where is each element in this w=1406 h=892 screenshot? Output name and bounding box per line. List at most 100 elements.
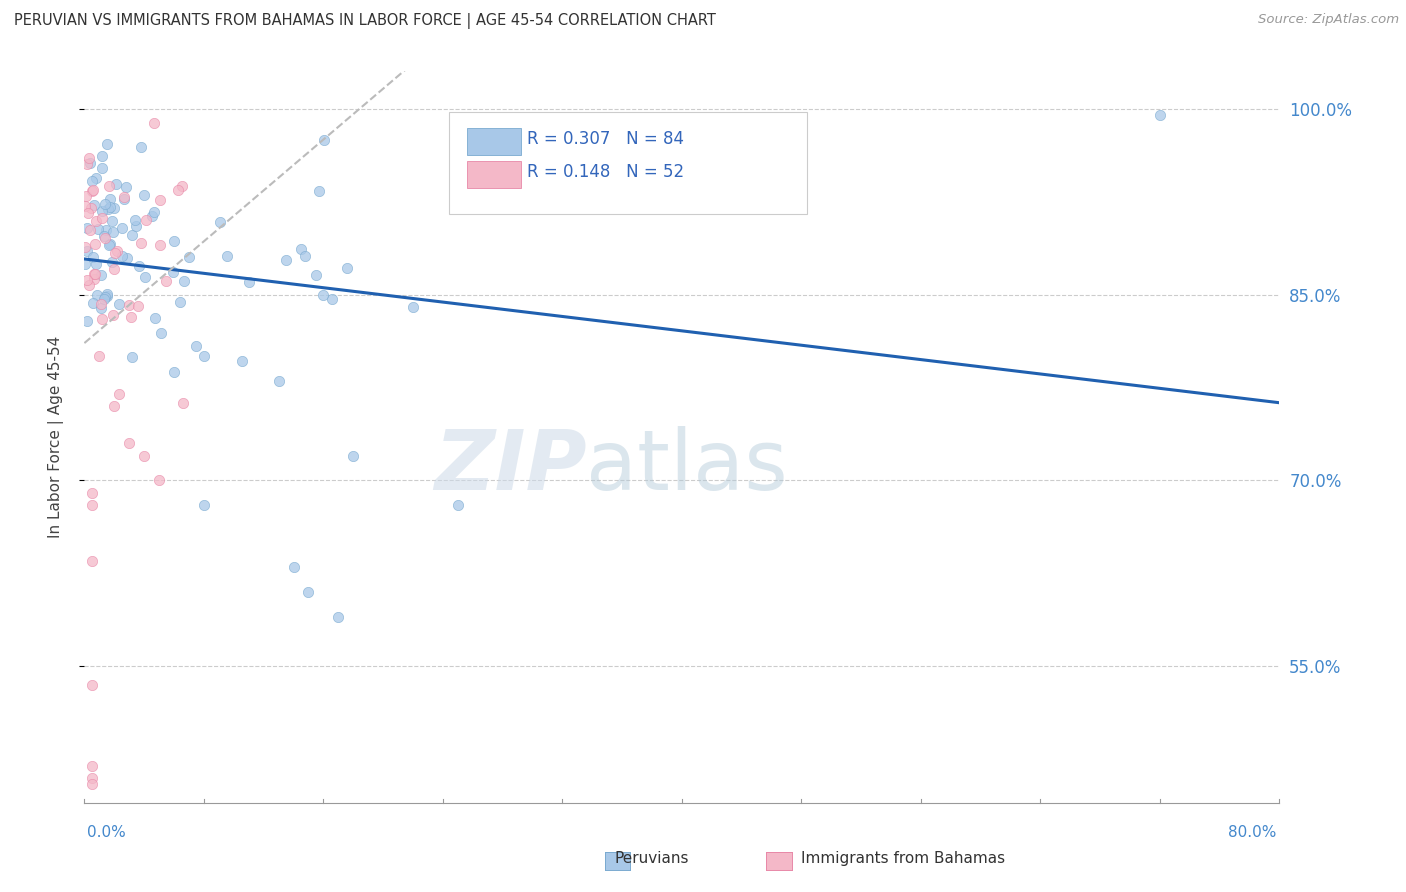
Point bbox=[97, 237, 120, 252]
Point bbox=[173, 274, 195, 288]
Point bbox=[82, 184, 104, 198]
Point bbox=[129, 140, 152, 154]
Point bbox=[124, 213, 146, 227]
Point bbox=[115, 252, 138, 266]
Point bbox=[312, 133, 335, 147]
Point bbox=[77, 206, 100, 220]
Point bbox=[107, 244, 129, 258]
Point bbox=[149, 238, 172, 252]
Point bbox=[342, 449, 364, 463]
Point bbox=[83, 198, 105, 212]
Point bbox=[82, 250, 104, 264]
Point bbox=[150, 326, 173, 340]
Point bbox=[141, 209, 163, 223]
Point bbox=[103, 201, 125, 215]
Point bbox=[80, 777, 103, 791]
Point bbox=[98, 179, 121, 194]
Point bbox=[76, 221, 98, 235]
Point bbox=[305, 268, 328, 283]
Point bbox=[77, 151, 100, 165]
Point bbox=[91, 149, 114, 163]
Text: ZIP: ZIP bbox=[433, 425, 586, 507]
Point bbox=[111, 220, 134, 235]
Point bbox=[276, 252, 298, 267]
Point bbox=[98, 201, 121, 215]
Point bbox=[80, 758, 103, 772]
Point bbox=[447, 498, 470, 512]
Point bbox=[90, 311, 112, 326]
Point bbox=[80, 486, 103, 500]
Point bbox=[193, 498, 215, 512]
Point bbox=[101, 214, 124, 228]
Point bbox=[98, 192, 121, 206]
Point bbox=[86, 257, 108, 271]
Point bbox=[105, 177, 128, 191]
Point bbox=[96, 289, 118, 303]
Point bbox=[90, 268, 112, 283]
Text: 80.0%: 80.0% bbox=[1229, 825, 1277, 840]
Text: Source: ZipAtlas.com: Source: ZipAtlas.com bbox=[1258, 13, 1399, 27]
Point bbox=[308, 184, 330, 198]
Point bbox=[93, 228, 115, 243]
Point bbox=[79, 223, 101, 237]
Point bbox=[86, 214, 108, 228]
Point bbox=[129, 235, 152, 250]
Point bbox=[321, 292, 343, 306]
Point bbox=[76, 272, 98, 286]
FancyBboxPatch shape bbox=[449, 112, 807, 214]
Point bbox=[84, 267, 107, 281]
Point bbox=[125, 219, 148, 234]
Point bbox=[118, 298, 141, 312]
Point bbox=[162, 265, 184, 279]
Point bbox=[90, 161, 112, 175]
Point bbox=[402, 300, 425, 314]
Point bbox=[108, 386, 131, 401]
Point bbox=[96, 286, 118, 301]
Point bbox=[121, 228, 143, 243]
Point bbox=[75, 189, 97, 203]
Point bbox=[336, 261, 359, 276]
Point bbox=[312, 287, 335, 301]
Point bbox=[148, 474, 170, 488]
Point bbox=[186, 339, 208, 353]
Point bbox=[96, 136, 118, 151]
Point bbox=[83, 272, 105, 286]
Point bbox=[77, 278, 100, 293]
Point bbox=[283, 560, 305, 574]
Point bbox=[1149, 108, 1171, 122]
Point bbox=[148, 193, 170, 207]
Point bbox=[80, 498, 103, 512]
Y-axis label: In Labor Force | Age 45-54: In Labor Force | Age 45-54 bbox=[48, 336, 63, 538]
Point bbox=[90, 203, 112, 218]
Point bbox=[103, 225, 125, 239]
Point bbox=[132, 188, 156, 202]
Point bbox=[134, 269, 156, 284]
Point bbox=[142, 116, 165, 130]
Point bbox=[83, 267, 105, 281]
Point bbox=[94, 290, 117, 304]
Text: PERUVIAN VS IMMIGRANTS FROM BAHAMAS IN LABOR FORCE | AGE 45-54 CORRELATION CHART: PERUVIAN VS IMMIGRANTS FROM BAHAMAS IN L… bbox=[14, 13, 716, 29]
Point bbox=[238, 275, 260, 289]
Point bbox=[80, 771, 103, 785]
Point bbox=[111, 249, 134, 263]
Point bbox=[328, 610, 350, 624]
Point bbox=[118, 436, 141, 450]
Text: R = 0.148   N = 52: R = 0.148 N = 52 bbox=[527, 163, 683, 181]
Point bbox=[290, 242, 312, 256]
Point bbox=[90, 301, 112, 315]
Point bbox=[143, 310, 166, 325]
Point bbox=[103, 399, 125, 413]
Point bbox=[86, 287, 108, 301]
Point bbox=[89, 350, 111, 364]
Point bbox=[101, 254, 124, 268]
Point bbox=[128, 299, 150, 313]
Point bbox=[132, 449, 156, 463]
Point bbox=[90, 211, 112, 225]
Point bbox=[114, 180, 136, 194]
Point bbox=[172, 396, 194, 410]
Point bbox=[163, 234, 186, 248]
Point bbox=[83, 237, 105, 252]
Point bbox=[121, 351, 143, 365]
Text: Immigrants from Bahamas: Immigrants from Bahamas bbox=[801, 851, 1005, 865]
Point bbox=[93, 292, 115, 306]
